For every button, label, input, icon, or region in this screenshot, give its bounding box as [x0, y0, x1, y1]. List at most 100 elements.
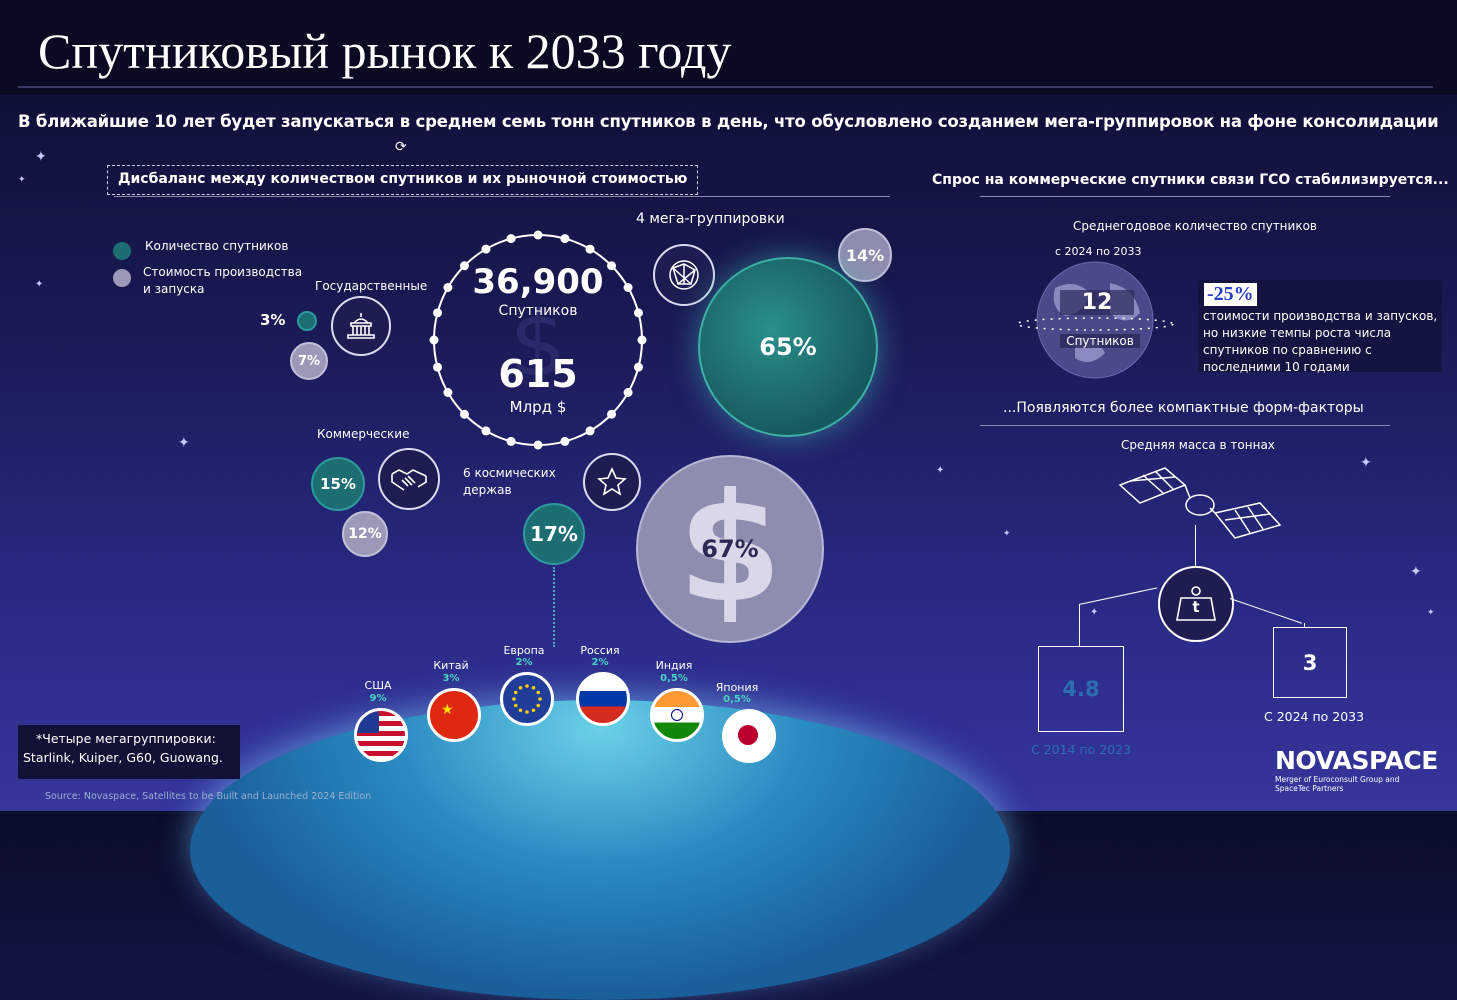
ring-dot — [634, 308, 643, 317]
legend-label-count: Количество спутников — [145, 238, 288, 255]
commercial-label: Коммерческие — [317, 426, 409, 443]
right-section-rule — [980, 196, 1390, 197]
left-section-rule — [114, 196, 890, 197]
space-powers-value-pct: 67% — [701, 535, 758, 563]
ring-dot — [560, 234, 569, 243]
avg-count-period: с 2024 по 2033 — [1055, 245, 1141, 258]
china-flag-icon: ★ — [427, 688, 481, 742]
country-india-pct: 0,5% — [644, 673, 704, 684]
country-russia-name: Россия — [570, 644, 630, 657]
space-powers-label: 6 космических держав — [463, 465, 563, 499]
eu-star — [538, 697, 542, 701]
star-icon — [583, 453, 641, 511]
total-count: 36,900 — [468, 262, 608, 302]
eu-star — [519, 686, 523, 690]
commercial-value-pct: 12% — [348, 526, 382, 542]
government-count-circle — [297, 311, 317, 331]
footnote-line-1: *Четыре мегагруппировки: — [18, 731, 240, 746]
page-title: Спутниковый рынок к 2033 году — [38, 22, 731, 80]
brand-name: NOVASPACE — [1275, 746, 1440, 775]
eu-star — [525, 684, 529, 688]
right-section2-title: ...Появляются более компактные форм-факт… — [1003, 400, 1364, 416]
government-value-pct: 7% — [298, 354, 320, 369]
old-mass-box: 4.8 — [1038, 646, 1124, 732]
ring-dot — [624, 283, 633, 292]
ring-dot — [638, 336, 647, 345]
country-china-pct: 3% — [421, 673, 481, 684]
government-value-circle: 7% — [290, 342, 328, 380]
country-china-name: Китай — [421, 659, 481, 672]
old-mass-period: С 2014 по 2023 — [1031, 742, 1131, 757]
ring-dot — [534, 441, 543, 450]
rotate-handle-icon[interactable]: ⟳ — [395, 139, 407, 155]
page-subtitle: В ближайшие 10 лет будет запускаться в с… — [18, 112, 1439, 131]
ring-dot — [586, 245, 595, 254]
new-mass-period: С 2024 по 2033 — [1264, 709, 1364, 724]
avg-count-label: Среднегодовое количество спутников — [1073, 218, 1317, 235]
government-label: Государственные — [315, 278, 427, 295]
eu-star — [514, 704, 518, 708]
connector-left-down — [1079, 604, 1080, 647]
ring-dot — [586, 426, 595, 435]
ring-dot — [607, 261, 616, 270]
connector-vertical — [1195, 525, 1196, 570]
country-india-name: Индия — [644, 659, 704, 672]
ring-dot — [430, 336, 439, 345]
ring-dot — [607, 410, 616, 419]
megaconstellations-count-pct: 65% — [759, 333, 816, 361]
russia-flag-icon — [576, 672, 630, 726]
globe-icon — [1015, 258, 1175, 383]
space-powers-count-pct: 17% — [530, 522, 578, 546]
old-mass-value: 4.8 — [1062, 677, 1099, 701]
avg-count-unit: Спутников — [1060, 334, 1140, 348]
country-japan-pct: 0,5% — [707, 694, 767, 705]
footnote-box: *Четыре мегагруппировки: Starlink, Kuipe… — [18, 725, 240, 779]
ring-dot — [507, 437, 516, 446]
capitol-icon — [331, 296, 391, 356]
country-europe-pct: 2% — [494, 657, 554, 668]
total-count-label: Спутников — [468, 303, 608, 319]
eu-star — [514, 691, 518, 695]
country-japan-name: Япония — [707, 681, 767, 694]
eu-star — [536, 691, 540, 695]
central-ring: $ — [420, 225, 660, 455]
total-value-label: Млрд $ — [468, 398, 608, 416]
footnote-line-2: Starlink, Kuiper, G60, Guowang. — [18, 750, 240, 765]
ring-dot — [560, 437, 569, 446]
eu-star — [525, 710, 529, 714]
change-description: стоимости производства и запусков, но ни… — [1203, 308, 1441, 376]
ring-dot — [433, 308, 442, 317]
eu-star — [519, 708, 523, 712]
legend-dot-value — [113, 269, 131, 287]
left-section-title: Дисбаланс между количеством спутников и … — [118, 171, 687, 187]
new-mass-value: 3 — [1303, 651, 1318, 675]
earth-horizon — [190, 700, 1010, 1000]
country-usa-pct: 9% — [348, 693, 408, 704]
handshake-icon — [378, 448, 440, 510]
megaconstellations-value-pct: 14% — [846, 246, 884, 265]
ring-dot — [634, 363, 643, 372]
right-section2-rule — [980, 425, 1390, 426]
change-value: -25% — [1204, 283, 1257, 306]
weight-unit: t — [1192, 598, 1199, 616]
commercial-count-pct: 15% — [320, 475, 356, 493]
eu-star — [512, 697, 516, 701]
legend-label-value: Стоимость производства и запуска — [143, 264, 308, 298]
space-powers-value-circle: $ 67% — [636, 455, 824, 643]
ring-dot — [482, 426, 491, 435]
government-count-pct: 3% — [260, 311, 285, 329]
ring-dot — [443, 388, 452, 397]
legend-dot-count — [113, 242, 131, 260]
ring-dot — [443, 283, 452, 292]
ring-dot — [482, 245, 491, 254]
country-europe-name: Европа — [494, 644, 554, 657]
eu-star — [532, 686, 536, 690]
mass-label: Средняя масса в тоннах — [1121, 437, 1275, 454]
ring-dot — [433, 363, 442, 372]
megaconstellations-value-circle: 14% — [838, 228, 892, 282]
india-flag-icon — [650, 688, 704, 742]
brand-tagline: Merger of Euroconsult Group and SpaceTec… — [1275, 775, 1435, 793]
satellite-icon — [1115, 463, 1285, 553]
ring-dot — [507, 234, 516, 243]
globe-network-icon — [653, 244, 715, 306]
